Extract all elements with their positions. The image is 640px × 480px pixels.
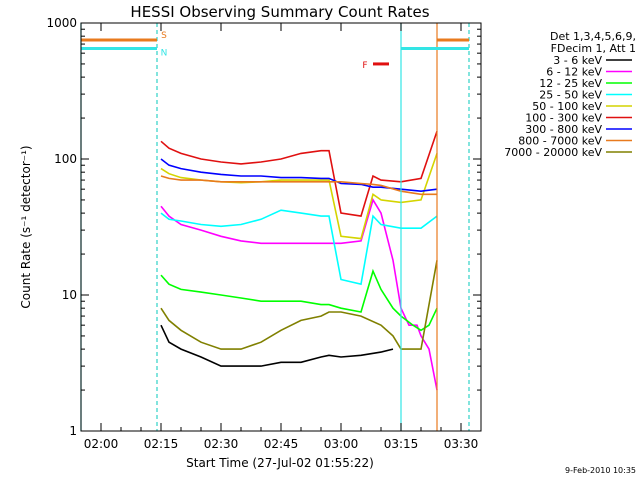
plot-frame [80, 22, 482, 432]
y-tick-label-0: 1 [69, 424, 77, 438]
legend-header-line-2: FDecim 1, Att 1 [551, 42, 636, 55]
x-tick-label-5: 03:15 [384, 437, 419, 451]
flag-label-s: S [161, 31, 167, 41]
series-line-0 [160, 324, 394, 367]
y-tick-label-3: 1000 [46, 16, 77, 30]
flags-layer: SN F [81, 31, 469, 71]
series-layer [160, 130, 438, 391]
series-line-5 [160, 130, 438, 217]
flag-label-f: F [362, 61, 367, 71]
y-tick-label-2: 100 [54, 152, 77, 166]
vertical-lines-layer [80, 23, 470, 431]
chart-title: HESSI Observing Summary Count Rates [130, 3, 429, 21]
x-tick-label-1: 02:15 [144, 437, 179, 451]
flag-label-n: N [161, 48, 168, 58]
series-line-7 [160, 175, 437, 196]
legend-label-6: 300 - 800 keV [525, 123, 602, 136]
y-tick-label-1: 10 [62, 288, 77, 302]
y-axis-label: Count Rate (s⁻¹ detector⁻¹) [19, 145, 33, 308]
legend-label-4: 50 - 100 keV [532, 100, 602, 113]
legend-label-5: 100 - 300 keV [525, 112, 602, 125]
series-line-6 [160, 158, 438, 193]
x-axis-label: Start Time (27-Jul-02 01:55:22) [186, 456, 374, 470]
legend-label-3: 25 - 50 keV [539, 89, 602, 102]
legend-label-1: 6 - 12 keV [546, 66, 602, 79]
series-line-4 [160, 153, 438, 240]
series-line-2 [160, 268, 438, 332]
footer-timestamp: 9-Feb-2010 10:35 [565, 466, 636, 475]
legend-label-7: 800 - 7000 keV [518, 135, 602, 148]
legend-label-2: 12 - 25 keV [539, 77, 602, 90]
x-tick-label-3: 02:45 [264, 437, 299, 451]
x-tick-label-2: 02:30 [204, 437, 239, 451]
legend-label-8: 7000 - 20000 keV [504, 146, 602, 159]
x-tick-label-6: 03:30 [444, 437, 479, 451]
legend-header-line-1: Det 1,3,4,5,6,9, [550, 30, 636, 43]
ticks-layer: 02:00 02:15 02:30 02:45 03:00 03:15 03:30 1 10 10… [46, 16, 481, 451]
series-line-8 [160, 260, 438, 350]
legend: Det 1,3,4,5,6,9, FDecim 1, Att 1 3 - 6 k… [504, 30, 636, 159]
x-tick-label-0: 02:00 [84, 437, 119, 451]
x-tick-label-4: 03:00 [324, 437, 359, 451]
series-line-3 [160, 209, 438, 286]
legend-label-0: 3 - 6 keV [553, 54, 602, 67]
